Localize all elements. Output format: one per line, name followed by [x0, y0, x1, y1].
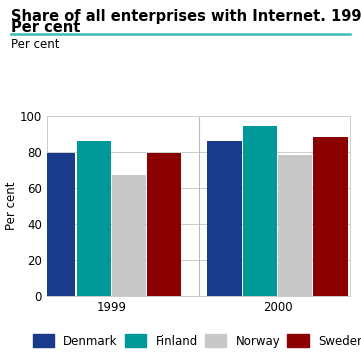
- Text: Per cent: Per cent: [11, 20, 80, 35]
- Bar: [313, 137, 348, 296]
- Bar: [278, 155, 312, 296]
- Bar: [207, 141, 242, 296]
- Text: Per cent: Per cent: [5, 182, 18, 230]
- Text: Per cent: Per cent: [11, 38, 59, 51]
- Bar: [243, 126, 277, 296]
- Bar: [112, 175, 146, 296]
- Bar: [41, 153, 75, 296]
- Legend: Denmark, Finland, Norway, Sweden: Denmark, Finland, Norway, Sweden: [32, 334, 361, 348]
- Bar: [147, 153, 182, 296]
- Bar: [77, 141, 111, 296]
- Text: Share of all enterprises with Internet. 1999-2000.: Share of all enterprises with Internet. …: [11, 9, 361, 24]
